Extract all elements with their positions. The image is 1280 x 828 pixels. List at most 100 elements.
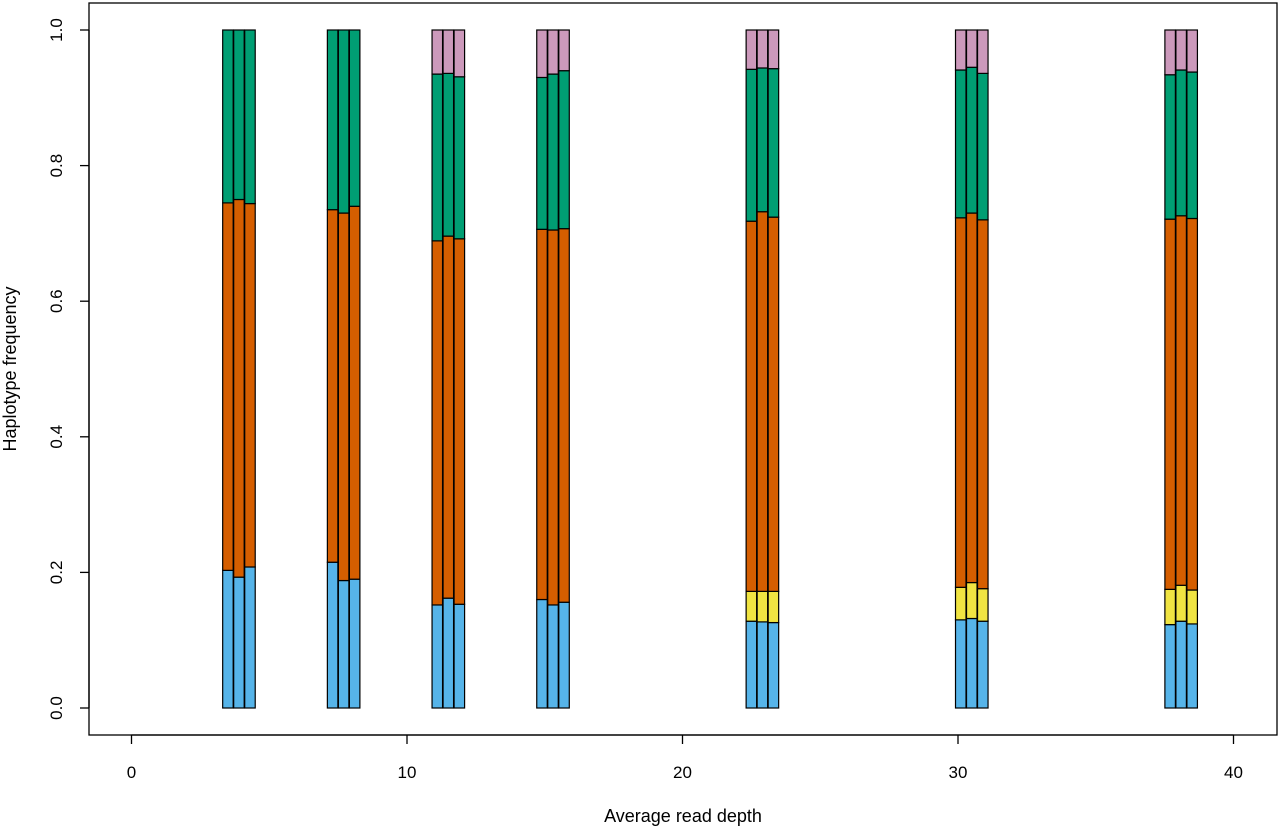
- x-tick-label: 10: [398, 763, 417, 782]
- bar-segment-green: [442, 72, 455, 237]
- bar-segment-green: [337, 29, 350, 214]
- bar-segment-blue: [536, 598, 548, 709]
- bar-segment-blue: [326, 561, 339, 709]
- bar-segment-orange: [536, 228, 548, 601]
- bar-segment-pink: [976, 29, 989, 74]
- y-axis-title: Haplotype frequency: [0, 286, 20, 451]
- bar-segment-orange: [431, 240, 444, 606]
- bar-segment-blue: [244, 566, 256, 709]
- bar-segment-orange: [976, 219, 989, 590]
- bar-segment-green: [954, 69, 967, 219]
- bar-segment-yellow: [767, 590, 780, 624]
- bar-segment-orange: [337, 212, 350, 582]
- bar-segment-orange: [442, 235, 455, 599]
- bar-segment-green: [233, 29, 245, 201]
- bar-segment-pink: [1186, 29, 1199, 73]
- bar-segment-pink: [767, 29, 780, 70]
- bar-segment-pink: [1175, 29, 1188, 71]
- bar-segment-blue: [767, 621, 780, 709]
- bar-segment-blue: [1175, 620, 1188, 709]
- y-tick-label: 1.0: [47, 18, 66, 42]
- bar-segment-green: [431, 73, 444, 242]
- bar-group: [1164, 29, 1199, 709]
- plot-frame: [88, 2, 1278, 736]
- bar-segment-green: [1175, 69, 1188, 217]
- bar-segment-yellow: [976, 588, 989, 622]
- y-tick-label: 0.0: [47, 696, 66, 720]
- bar-segment-orange: [767, 216, 780, 592]
- bar-segment-green: [244, 29, 256, 205]
- bar-segment-yellow: [965, 581, 978, 620]
- bar-group: [745, 29, 780, 709]
- bar-segment-orange: [1186, 217, 1199, 591]
- bar-segment-yellow: [954, 586, 967, 621]
- bar-segment-yellow: [1164, 588, 1176, 626]
- bar-segment-pink: [965, 29, 978, 68]
- bar-segment-pink: [1164, 29, 1176, 76]
- bar-segment-orange: [1175, 215, 1188, 586]
- bar-segment-orange: [222, 202, 234, 571]
- x-tick-label: 20: [673, 763, 692, 782]
- bar-group: [431, 29, 466, 709]
- bar-segment-orange: [244, 202, 256, 568]
- bar-segment-blue: [745, 620, 758, 709]
- bar-segment-pink: [536, 29, 548, 79]
- bar-segment-pink: [431, 29, 444, 75]
- bar-segment-green: [558, 70, 570, 230]
- bar-segment-orange: [348, 205, 361, 580]
- bar-segment-orange: [547, 229, 559, 606]
- bar-segment-green: [536, 76, 548, 230]
- bar-segment-yellow: [1186, 589, 1199, 625]
- bar-segment-blue: [431, 604, 444, 709]
- bar-segment-orange: [233, 198, 245, 578]
- bar-segment-blue: [222, 569, 234, 709]
- bar-segment-yellow: [1175, 584, 1188, 622]
- bar-segment-green: [326, 29, 339, 211]
- bar-group: [954, 29, 989, 709]
- bar-segment-pink: [756, 29, 769, 69]
- bar-segment-blue: [453, 603, 466, 709]
- bar-segment-green: [745, 68, 758, 222]
- bar-segment-pink: [547, 29, 559, 75]
- bar-segment-yellow: [756, 590, 769, 623]
- bar-segment-blue: [976, 620, 989, 709]
- bar-segment-pink: [558, 29, 570, 72]
- bar-segment-blue: [1186, 623, 1199, 709]
- bar-segment-pink: [453, 29, 466, 78]
- bar-segment-green: [453, 76, 466, 240]
- bar-segment-green: [976, 72, 989, 221]
- bar-segment-green: [1164, 74, 1176, 220]
- bar-groups: [222, 29, 1199, 709]
- x-axis-title: Average read depth: [604, 806, 762, 826]
- bar-segment-green: [222, 29, 234, 204]
- bar-segment-blue: [558, 601, 570, 709]
- bar-segment-yellow: [745, 590, 758, 622]
- bar-segment-pink: [954, 29, 967, 71]
- bar-segment-blue: [965, 617, 978, 709]
- bar-segment-blue: [756, 621, 769, 709]
- bar-segment-orange: [745, 220, 758, 592]
- bar-segment-pink: [442, 29, 455, 74]
- bar-segment-blue: [233, 576, 245, 709]
- y-tick-label: 0.4: [47, 425, 66, 449]
- bar-segment-orange: [954, 217, 967, 588]
- bar-group: [326, 29, 361, 709]
- bar-segment-green: [348, 29, 361, 207]
- bar-segment-orange: [756, 211, 769, 592]
- bar-segment-blue: [442, 597, 455, 709]
- bar-segment-blue: [337, 579, 350, 709]
- bar-segment-blue: [547, 604, 559, 709]
- y-tick-label: 0.8: [47, 154, 66, 178]
- bar-segment-orange: [1164, 218, 1176, 590]
- bar-segment-blue: [348, 578, 361, 709]
- y-tick-label: 0.6: [47, 289, 66, 313]
- x-tick-label: 0: [127, 763, 136, 782]
- bar-group: [222, 29, 256, 709]
- bar-segment-orange: [326, 209, 339, 563]
- x-tick-label: 40: [1224, 763, 1243, 782]
- bar-segment-orange: [453, 238, 466, 605]
- y-axis: 0.0 0.2 0.4 0.6 0.8 1.0: [47, 18, 90, 720]
- bar-segment-orange: [965, 212, 978, 584]
- y-tick-label: 0.2: [47, 561, 66, 585]
